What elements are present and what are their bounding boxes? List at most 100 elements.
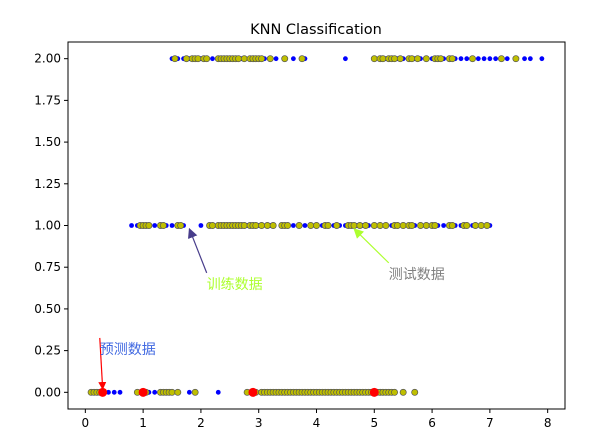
x-tick-label: 2 (197, 416, 205, 430)
x-tick-label: 1 (139, 416, 147, 430)
data-point (138, 387, 148, 397)
data-point (399, 388, 407, 396)
y-tick-label: 1.25 (34, 177, 61, 191)
data-point (266, 55, 274, 63)
data-point (290, 56, 296, 62)
data-point (117, 389, 123, 395)
data-point (408, 55, 416, 63)
x-tick-label: 4 (313, 416, 321, 430)
y-tick-label: 1.00 (34, 219, 61, 233)
annotation-label: 训练数据 (207, 277, 263, 293)
data-point (145, 222, 153, 229)
data-point (422, 222, 430, 229)
data-points (87, 55, 545, 397)
data-point (376, 222, 384, 229)
data-point (350, 222, 358, 229)
x-tick-label: 7 (486, 416, 494, 430)
data-point (169, 223, 175, 228)
y-tick-label: 0.50 (34, 302, 61, 316)
data-point (248, 387, 258, 397)
data-point (497, 55, 505, 63)
data-point (152, 389, 158, 395)
data-point (273, 56, 279, 62)
series-1 (87, 55, 520, 396)
data-point (186, 389, 192, 395)
data-point (493, 56, 499, 62)
series-2 (98, 387, 379, 397)
data-point (437, 55, 445, 63)
data-point (458, 56, 464, 62)
data-point (471, 222, 479, 229)
data-point (522, 56, 527, 62)
data-point (396, 55, 404, 63)
data-point (481, 56, 487, 62)
data-point (448, 222, 456, 229)
data-point (106, 389, 111, 395)
y-tick-label: 2.00 (34, 52, 61, 66)
data-point (295, 222, 303, 229)
data-point (194, 55, 202, 63)
data-point (174, 388, 182, 396)
annotation-arrow (353, 228, 390, 264)
data-point (391, 55, 398, 63)
x-tick-label: 5 (370, 416, 378, 430)
data-point (324, 222, 332, 229)
data-point (198, 223, 204, 228)
data-point (356, 222, 364, 229)
data-point (504, 56, 510, 62)
data-point (393, 222, 401, 229)
data-point (111, 389, 117, 395)
x-tick-label: 0 (82, 416, 90, 430)
data-point (469, 55, 476, 63)
data-point (441, 223, 447, 228)
annotation-arrow (188, 227, 208, 274)
data-point (343, 56, 348, 62)
data-point (240, 55, 248, 63)
data-point (183, 55, 190, 63)
data-point (483, 222, 491, 229)
data-point (408, 222, 416, 229)
data-point (307, 222, 315, 229)
data-point (302, 223, 308, 228)
data-point (362, 222, 370, 229)
annotation-arrow (98, 337, 107, 390)
annotation-label: 预测数据 (100, 342, 156, 358)
annotation-label: 测试数据 (389, 267, 445, 283)
data-point (235, 55, 242, 63)
data-point (298, 55, 306, 63)
data-point (129, 223, 134, 228)
data-point (215, 389, 221, 395)
data-point (209, 222, 216, 229)
data-point (512, 55, 520, 63)
data-point (414, 55, 422, 63)
x-tick-label: 3 (255, 416, 263, 430)
data-point (313, 222, 320, 229)
y-tick-label: 1.75 (34, 93, 61, 107)
data-point (463, 222, 471, 229)
data-point (152, 223, 158, 228)
x-tick-label: 8 (544, 416, 552, 430)
data-point (411, 388, 419, 396)
data-point (487, 56, 493, 62)
data-point (391, 388, 398, 396)
data-point (475, 56, 481, 62)
data-point (464, 56, 470, 62)
data-point (290, 223, 296, 228)
x-tick-label: 6 (428, 416, 436, 430)
data-point (269, 222, 277, 229)
data-point (399, 222, 407, 229)
data-point (379, 55, 387, 63)
y-tick-label: 0.75 (34, 260, 61, 274)
y-tick-label: 1.50 (34, 135, 61, 149)
data-point (422, 55, 430, 63)
data-point (417, 222, 424, 229)
data-point (477, 222, 485, 229)
data-point (382, 222, 390, 229)
data-point (369, 387, 379, 397)
y-tick-label: 0.25 (34, 344, 61, 358)
data-point (98, 387, 108, 397)
data-point (168, 388, 176, 396)
y-tick-label: 0.00 (34, 385, 61, 399)
